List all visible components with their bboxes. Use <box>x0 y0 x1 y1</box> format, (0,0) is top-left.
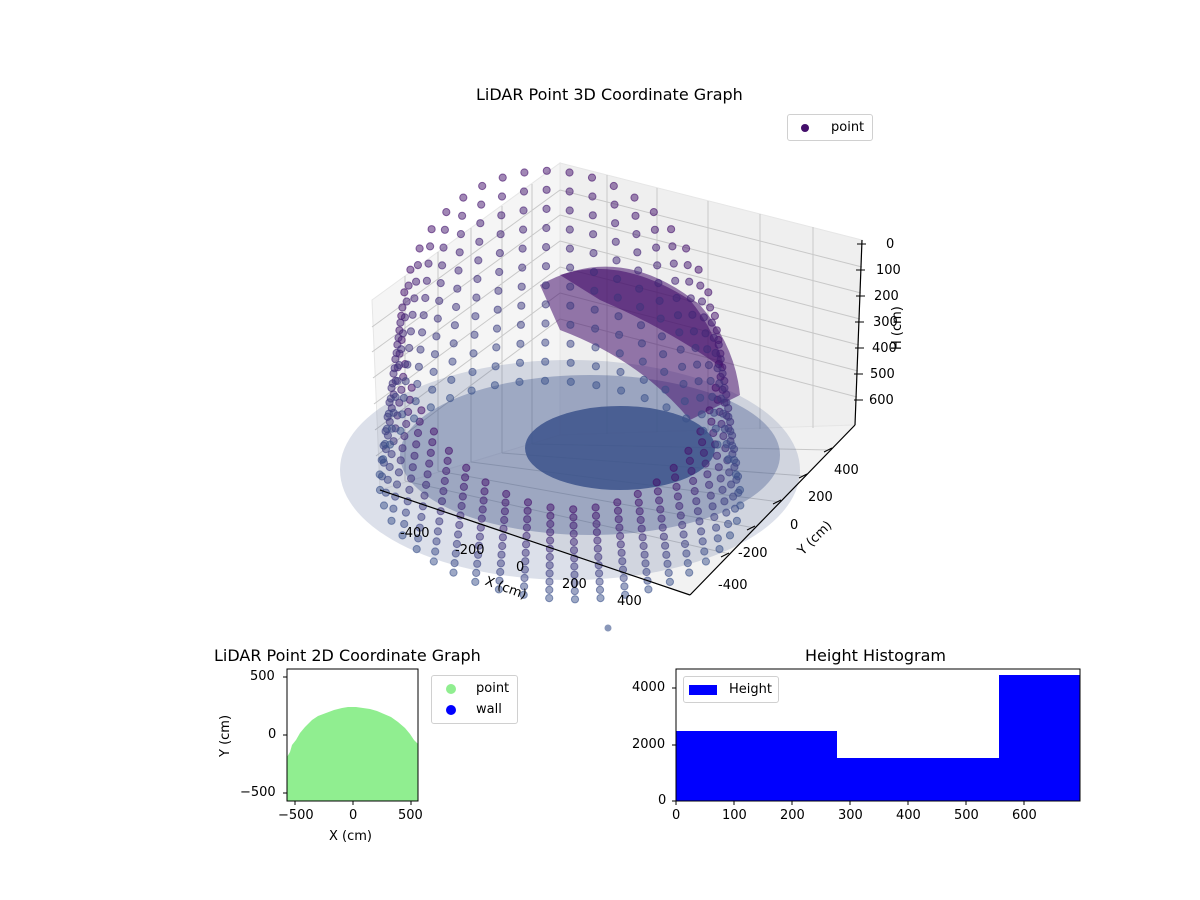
chart2d-y-tick: −500 <box>240 785 276 800</box>
z-tick: 600 <box>869 393 894 408</box>
chart2d-title: LiDAR Point 2D Coordinate Graph <box>214 646 481 665</box>
x-tick: -200 <box>455 543 485 558</box>
x-tick: 0 <box>516 560 525 575</box>
z-tick: 300 <box>873 315 898 330</box>
legend-marker-point <box>446 683 456 694</box>
chart2d-x-axis-label: X (cm) <box>329 829 372 844</box>
y-tick: -400 <box>718 578 748 593</box>
point-columns <box>375 166 745 632</box>
legend-label: point <box>831 120 865 135</box>
x-tick: 400 <box>617 594 642 609</box>
chart2d-x-tick: −500 <box>278 808 314 823</box>
chart2d-y-axis-label: Y (cm) <box>218 714 233 757</box>
histogram-title: Height Histogram <box>805 646 946 665</box>
hist-x-tick: 400 <box>896 808 921 823</box>
y-tick: 0 <box>790 518 799 533</box>
chart3d-legend: point <box>787 114 873 141</box>
chart2d-x-tick: 0 <box>349 808 358 823</box>
y-ticks <box>720 447 833 558</box>
legend-marker-height <box>689 684 717 695</box>
histogram-legend: Height <box>683 676 779 703</box>
y-tick: -200 <box>738 546 768 561</box>
legend-marker-wall <box>446 704 456 715</box>
z-tick: 400 <box>872 341 897 356</box>
y-tick: 400 <box>834 463 859 478</box>
legend-label: Height <box>729 682 772 697</box>
hist-y-tick: 2000 <box>632 737 666 752</box>
hist-x-tick: 100 <box>722 808 747 823</box>
hist-x-tick: 200 <box>780 808 805 823</box>
hist-y-tick: 4000 <box>632 680 666 695</box>
chart3d-title: LiDAR Point 3D Coordinate Graph <box>476 85 743 104</box>
z-tick: 0 <box>886 237 895 252</box>
x-tick: -400 <box>400 526 430 541</box>
legend-label: point <box>476 681 510 696</box>
hist-x-tick: 300 <box>838 808 863 823</box>
axis-lines <box>379 239 863 596</box>
chart2d-y-tick: 500 <box>250 669 275 684</box>
hist-x-tick: 500 <box>954 808 979 823</box>
z-ticks <box>854 243 866 401</box>
z-tick: 100 <box>876 263 901 278</box>
hist-y-tick: 0 <box>658 793 667 808</box>
chart2d-y-tick: 0 <box>268 727 277 742</box>
hist-x-tick: 0 <box>672 808 681 823</box>
chart2d-legend: point wall <box>431 675 518 724</box>
y-tick: 200 <box>808 490 833 505</box>
hist-x-tick: 600 <box>1012 808 1037 823</box>
z-tick: 200 <box>874 289 899 304</box>
chart2d-x-tick: 500 <box>398 808 423 823</box>
legend-label: wall <box>476 702 502 717</box>
legend-marker-point <box>801 123 809 132</box>
x-tick: 200 <box>562 577 587 592</box>
z-tick: 500 <box>870 367 895 382</box>
z-axis-label: H (cm) <box>890 306 905 350</box>
